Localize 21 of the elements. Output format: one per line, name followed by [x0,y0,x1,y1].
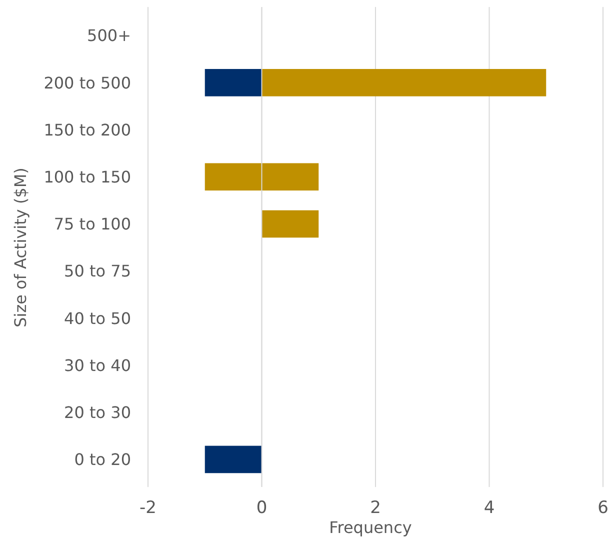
bar [262,68,546,96]
x-tick-label: 0 [256,498,268,518]
bar [204,68,262,96]
bar [262,210,319,238]
y-tick-label: 500+ [87,26,131,46]
y-tick-label: 30 to 40 [64,356,131,375]
y-axis-title: Size of Activity ($M) [11,168,30,328]
y-tick-label: 75 to 100 [54,214,131,234]
y-tick-label: 40 to 50 [64,308,131,328]
y-tick-label: 150 to 200 [44,120,131,140]
x-axis-title: Frequency [329,518,412,537]
x-tick-label: -2 [140,498,156,518]
y-tick-label: 50 to 75 [64,262,131,281]
x-tick-label: 6 [598,498,608,518]
y-tick-label: 0 to 20 [74,450,131,470]
x-tick-label: 4 [484,498,495,518]
x-tick-label: 2 [370,498,381,518]
y-tick-label: 200 to 500 [44,73,131,92]
y-tick-label: 20 to 30 [64,402,131,422]
bar [204,446,262,474]
y-tick-label: 100 to 150 [44,167,131,186]
